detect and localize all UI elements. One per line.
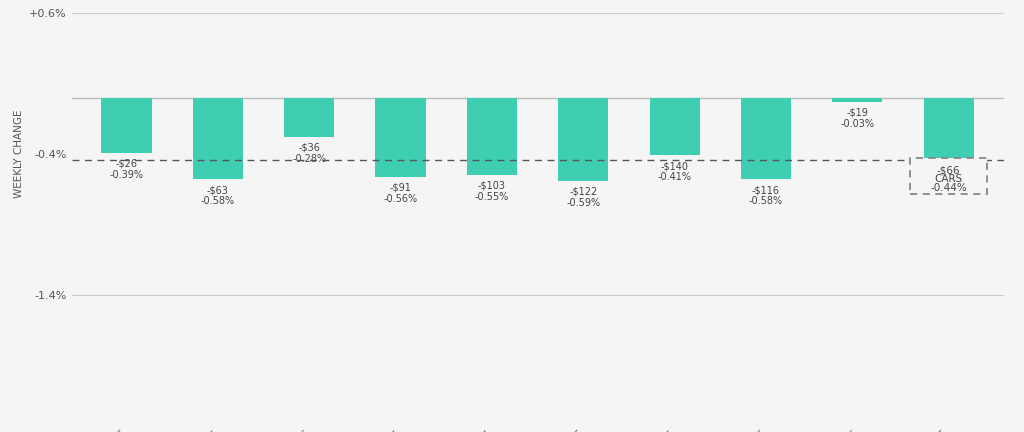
Text: CARS: CARS [935, 174, 963, 184]
Text: -$116: -$116 [752, 185, 780, 195]
FancyBboxPatch shape [910, 158, 987, 194]
Bar [467, 98, 517, 175]
Text: -0.44%: -0.44% [931, 183, 967, 193]
Bar [193, 98, 243, 179]
Bar [924, 98, 974, 160]
Bar [101, 98, 152, 152]
Text: -0.58%: -0.58% [201, 197, 234, 206]
Text: -0.39%: -0.39% [110, 169, 143, 180]
Text: -0.55%: -0.55% [475, 192, 509, 202]
Text: -0.58%: -0.58% [749, 197, 783, 206]
Text: -0.03%: -0.03% [841, 119, 874, 129]
Bar [833, 98, 883, 102]
Text: -$91: -$91 [389, 182, 412, 192]
Text: -0.28%: -0.28% [292, 154, 327, 164]
Bar [284, 98, 334, 137]
Y-axis label: WEEKLY CHANGE: WEEKLY CHANGE [13, 110, 24, 198]
Text: -$140: -$140 [660, 161, 688, 171]
Bar [649, 98, 699, 156]
Text: -$63: -$63 [207, 185, 228, 195]
Text: -$122: -$122 [569, 187, 597, 197]
Bar [741, 98, 792, 179]
Bar [558, 98, 608, 181]
Text: -$36: -$36 [298, 143, 321, 153]
Text: -$66: -$66 [937, 165, 961, 175]
Text: -$103: -$103 [478, 181, 506, 191]
Text: -0.41%: -0.41% [657, 172, 691, 182]
Text: -$19: -$19 [847, 108, 868, 118]
Text: -0.59%: -0.59% [566, 198, 600, 208]
Text: -$26: -$26 [116, 158, 137, 168]
Bar [376, 98, 426, 177]
Text: -0.56%: -0.56% [384, 194, 418, 203]
